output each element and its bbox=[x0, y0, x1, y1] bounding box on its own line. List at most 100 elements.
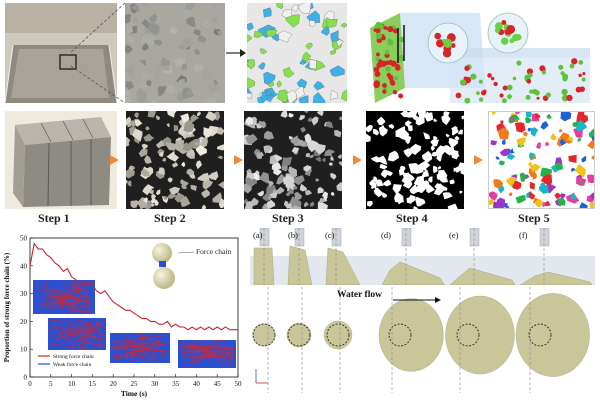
aggregate-particle bbox=[297, 139, 306, 147]
panel-label-b: (b) bbox=[288, 230, 298, 240]
aggregate-texture bbox=[217, 30, 223, 37]
aggregate-particle bbox=[509, 117, 515, 121]
strong-chain-segment bbox=[50, 330, 103, 340]
aggregate-particle bbox=[310, 201, 315, 207]
box-particle bbox=[526, 68, 534, 75]
aggregate-particle bbox=[575, 163, 587, 178]
aggregate-particle bbox=[408, 111, 418, 118]
strong-chain-segment bbox=[124, 347, 129, 363]
aggregate-texture bbox=[201, 69, 213, 81]
aggregate-particle bbox=[586, 174, 594, 184]
aggregate-particle bbox=[126, 169, 135, 179]
strong-chain-segment bbox=[53, 280, 85, 311]
strong-chain-segment bbox=[72, 284, 78, 305]
aggregate-particle bbox=[366, 124, 373, 133]
aggregate-particle bbox=[433, 118, 437, 122]
strong-chain-segment bbox=[46, 290, 70, 300]
aggregate-particle bbox=[138, 149, 148, 158]
aggregate-particle bbox=[216, 144, 224, 151]
strong-chain-segment bbox=[57, 323, 104, 336]
section-labeled-image bbox=[488, 111, 595, 209]
box-particle bbox=[562, 76, 568, 82]
model-particle bbox=[259, 48, 268, 54]
aggregate-texture bbox=[141, 42, 149, 51]
aggregate-particle bbox=[144, 154, 152, 164]
bubble-particle bbox=[506, 24, 516, 34]
model-particle bbox=[330, 30, 339, 42]
aggregate-texture bbox=[127, 35, 135, 43]
aggregate-particle bbox=[535, 199, 544, 208]
aggregate-particle bbox=[441, 113, 451, 126]
aggregate-particle bbox=[415, 119, 423, 125]
aggregate-particle bbox=[497, 185, 505, 194]
aggregate-texture bbox=[176, 91, 186, 102]
aggregate-particle bbox=[407, 125, 413, 132]
aggregate-particle bbox=[540, 167, 552, 178]
aggregate-particle bbox=[442, 192, 453, 200]
aggregate-particle bbox=[404, 120, 412, 127]
aggregate-particle bbox=[557, 197, 566, 207]
model-particle bbox=[330, 90, 338, 101]
model-particle bbox=[313, 81, 325, 91]
strong-chain-segment bbox=[150, 340, 160, 359]
aggregate-particle bbox=[560, 112, 572, 122]
strong-chain-segment bbox=[145, 355, 149, 358]
model-particle bbox=[276, 3, 284, 10]
aggregate-texture bbox=[139, 59, 147, 66]
particle-model-surface bbox=[247, 3, 347, 103]
x-tick-label: 45 bbox=[214, 380, 222, 388]
aggregate-particle bbox=[195, 144, 207, 156]
aggregate-particle bbox=[252, 116, 258, 122]
erosion-crater bbox=[445, 295, 515, 375]
box-particle bbox=[487, 73, 492, 78]
aggregate-particle bbox=[245, 133, 258, 145]
aggregate-particle bbox=[181, 161, 186, 168]
water-inlet bbox=[259, 228, 270, 247]
model-particle bbox=[330, 48, 337, 55]
aggregate-particle bbox=[141, 143, 148, 150]
aggregate-particle bbox=[274, 154, 283, 162]
aggregate-texture bbox=[146, 90, 153, 97]
model-particle bbox=[258, 62, 266, 70]
surface-zoom bbox=[125, 3, 225, 103]
aggregate-particle bbox=[403, 148, 415, 158]
aggregate-particle bbox=[145, 126, 150, 131]
aggregate-texture bbox=[202, 18, 211, 30]
aggregate-particle bbox=[263, 145, 272, 154]
aggregate-particle bbox=[258, 120, 266, 128]
section-gray-drawing bbox=[244, 111, 342, 209]
strong-chain-segment bbox=[39, 296, 89, 304]
model-particle bbox=[326, 16, 338, 28]
strong-chain-segment bbox=[222, 343, 233, 363]
aggregate-particle bbox=[154, 199, 159, 206]
erosion-crater bbox=[515, 293, 590, 377]
aggregate-particle bbox=[577, 137, 582, 142]
aggregate-particle bbox=[126, 136, 131, 146]
aggregate-particle bbox=[134, 119, 143, 127]
sphere-top bbox=[152, 243, 172, 263]
aggregate-texture bbox=[148, 23, 160, 36]
model-particle bbox=[309, 59, 317, 70]
aggregate-particle bbox=[458, 129, 463, 135]
model-particle bbox=[278, 30, 293, 43]
aggregate-particle bbox=[255, 170, 260, 175]
initial-footprint bbox=[252, 323, 276, 347]
model-particle bbox=[247, 93, 253, 99]
model-particle bbox=[247, 22, 254, 31]
aggregate-particle bbox=[417, 160, 431, 172]
strong-chain-segment bbox=[67, 292, 88, 314]
strong-force-chain-chart: 0 5 10 15 20 25 30 35 40 45 50 0 10 20 30 40 50 Time (s) P… bbox=[3, 235, 242, 399]
strong-chain-segment bbox=[53, 329, 82, 341]
aggregate-particle bbox=[508, 114, 520, 124]
strong-chain-segment bbox=[85, 322, 102, 348]
aggregate-particle bbox=[403, 132, 410, 141]
strong-chain-segment bbox=[110, 337, 112, 341]
aggregate-particle bbox=[273, 168, 282, 176]
strong-chain-segment bbox=[212, 355, 228, 367]
box-particle bbox=[578, 60, 584, 65]
aggregate-particle bbox=[509, 148, 515, 154]
strong-chain-segment bbox=[65, 318, 85, 341]
aggregate-particle bbox=[415, 196, 426, 207]
strong-chain-segment bbox=[193, 347, 233, 359]
model-particle bbox=[247, 59, 255, 70]
